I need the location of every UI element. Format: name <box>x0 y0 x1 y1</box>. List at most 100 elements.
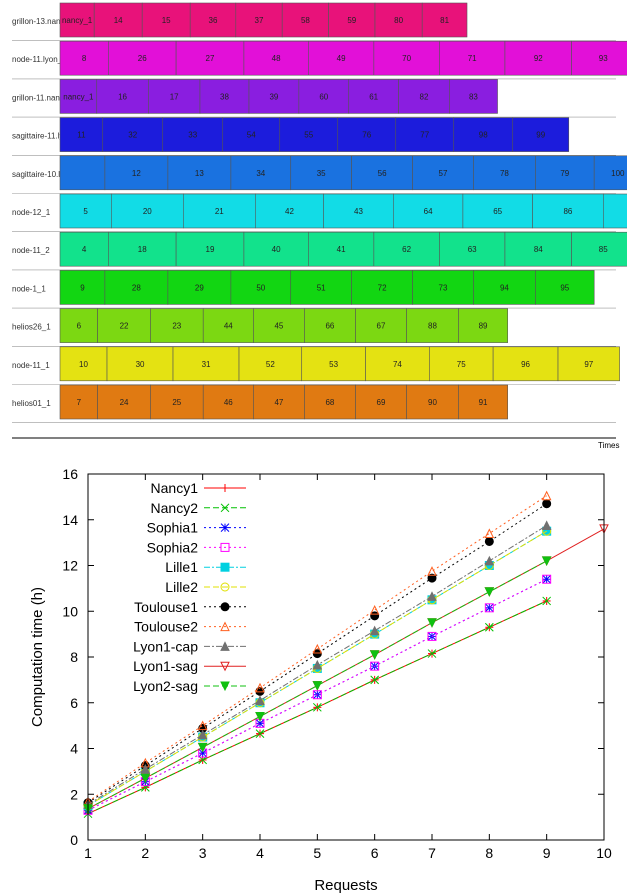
data-point <box>370 675 380 685</box>
gantt-task-bar <box>108 231 177 267</box>
gantt-task-bar <box>175 40 245 76</box>
gantt-task-label: 6 <box>77 322 82 331</box>
gantt-task-label: nancy_1 <box>63 92 94 101</box>
gantt-task-label: 29 <box>195 283 204 292</box>
y-tick-label: 8 <box>70 649 78 665</box>
data-point <box>220 602 230 612</box>
gantt-task-label: 67 <box>377 322 386 331</box>
gantt-task-bar <box>202 384 254 420</box>
gantt-task-label: 62 <box>402 245 411 254</box>
gantt-task-bar <box>421 2 468 38</box>
gantt-task-bar <box>59 231 109 267</box>
data-point <box>220 661 230 672</box>
data-point <box>484 622 494 632</box>
series-line <box>87 560 547 810</box>
gantt-task-bar <box>351 155 413 191</box>
data-point <box>197 720 208 731</box>
gantt-task-bar <box>102 117 164 152</box>
data-point <box>312 681 323 691</box>
gantt-task-label: 99 <box>536 131 545 140</box>
gantt-task-bar <box>473 270 536 305</box>
y-tick-label: 12 <box>62 558 78 574</box>
gantt-task-label: 55 <box>304 131 313 140</box>
gantt-task-label: 63 <box>468 245 477 254</box>
gantt-task-label: 98 <box>479 131 488 140</box>
gantt-task-bar <box>504 40 572 76</box>
gantt-task-bar <box>602 193 627 229</box>
gantt-task-label: 31 <box>202 360 211 369</box>
gantt-row-label: helios26_1 <box>12 323 51 332</box>
data-point <box>312 643 323 654</box>
legend-entry-label: Toulouse1 <box>134 599 198 615</box>
gantt-task-bar <box>59 2 95 38</box>
gantt-task-bar <box>453 117 514 152</box>
data-point <box>255 682 265 693</box>
gantt-task-label: 86 <box>563 207 572 216</box>
gantt-task-label: 38 <box>220 92 229 101</box>
gantt-task-label: 92 <box>534 54 543 63</box>
gantt-task-label: 50 <box>256 283 265 292</box>
data-point <box>484 603 494 613</box>
gantt-task-bar <box>59 79 98 114</box>
gantt-task-label: 19 <box>206 245 215 254</box>
gantt-task-bar <box>373 40 440 76</box>
data-point <box>370 611 380 621</box>
data-point <box>484 528 495 538</box>
gantt-task-bar <box>106 346 174 382</box>
legend-entry-label: Sophia2 <box>147 539 199 555</box>
gantt-task-bar <box>504 231 572 267</box>
gantt-task-bar <box>337 117 397 152</box>
gantt-task-label: 66 <box>325 322 334 331</box>
legend-entry-label: Nancy1 <box>151 480 199 496</box>
gantt-task-bar <box>167 155 232 191</box>
gantt-task-bar <box>243 40 309 76</box>
data-point <box>220 523 230 532</box>
gantt-task-label: 14 <box>114 16 123 25</box>
gantt-task-label: 33 <box>188 131 197 140</box>
x-tick-label: 3 <box>199 845 207 861</box>
gantt-task-label: 24 <box>120 398 129 407</box>
gantt-task-label: 45 <box>274 322 283 331</box>
gantt-task-bar <box>235 2 283 38</box>
gantt-task-bar <box>571 40 627 76</box>
gantt-task-label: 10 <box>79 360 88 369</box>
legend-entry-label: Lille1 <box>165 559 198 575</box>
y-tick-label: 6 <box>70 695 78 711</box>
gantt-task-bar <box>167 270 232 305</box>
gantt-task-label: 12 <box>132 169 141 178</box>
gantt-task-label: 58 <box>301 16 310 25</box>
gantt-task-bar <box>374 2 423 38</box>
gantt-row-label: node-12_1 <box>12 208 51 217</box>
gantt-task-label: 20 <box>143 207 152 216</box>
gantt-task-bar <box>351 270 413 305</box>
data-point <box>221 484 229 492</box>
gantt-task-label: 34 <box>256 169 265 178</box>
gantt-task-label: 97 <box>584 360 593 369</box>
gantt-task-bar <box>571 231 627 267</box>
gantt-task-label: 88 <box>428 322 437 331</box>
data-point <box>312 690 322 700</box>
data-point <box>541 520 552 530</box>
x-tick-label: 1 <box>84 845 92 861</box>
gantt-task-bar <box>255 193 325 229</box>
y-tick-label: 2 <box>70 786 78 802</box>
gantt-task-bar <box>175 231 245 267</box>
x-tick-label: 2 <box>141 845 149 861</box>
data-point <box>255 711 265 722</box>
series-line <box>87 578 547 811</box>
x-tick-label: 8 <box>485 845 493 861</box>
gantt-task-bar <box>532 193 604 229</box>
data-point <box>140 763 151 774</box>
gantt-task-label: 59 <box>347 16 356 25</box>
data-point <box>220 503 230 513</box>
gantt-task-label: 51 <box>317 283 326 292</box>
x-tick-label: 9 <box>543 845 551 861</box>
data-point <box>369 625 380 636</box>
gantt-task-bar <box>230 270 292 305</box>
gantt-task-label: 74 <box>393 360 402 369</box>
gantt-task-bar <box>439 231 506 267</box>
gantt-task-label: 39 <box>269 92 278 101</box>
data-point <box>140 773 151 784</box>
data-point <box>255 695 265 705</box>
gantt-task-label: 27 <box>206 54 215 63</box>
